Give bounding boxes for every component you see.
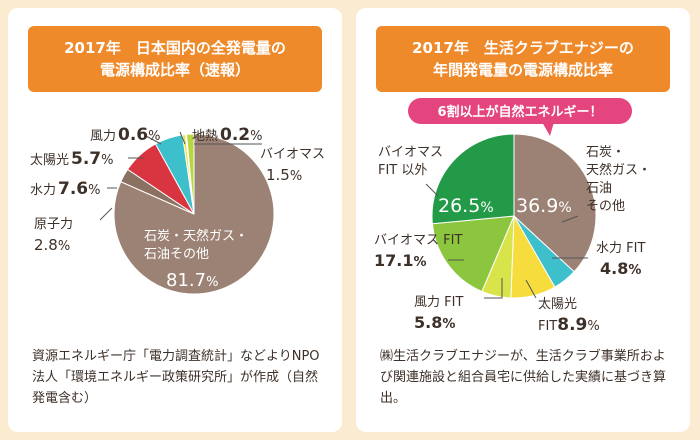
right-fossil-label-2: 天然ガス・ xyxy=(586,162,651,178)
left-panel: 2017年 日本国内の全発電量の 電源構成比率（速報） 石炭・天然ガス・ 石油そ… xyxy=(8,8,342,432)
right-callout: 6割以上が自然エネルギー！ xyxy=(408,98,632,136)
leader-geo xyxy=(179,131,186,145)
right-bio-other-pct: % xyxy=(480,200,493,216)
left-bio-value: 1.5% xyxy=(266,166,302,184)
right-hydro-name: 水力 FIT xyxy=(596,241,645,256)
left-fossil-label-2: 石油その他 xyxy=(144,247,209,262)
left-fossil-value: 81.7% xyxy=(166,270,218,291)
right-fossil-pct: % xyxy=(558,200,571,216)
right-bio-pct: % xyxy=(413,255,426,270)
left-wind-value: 0.6 xyxy=(118,125,148,145)
right-bio-other-label-1: バイオマス xyxy=(378,145,443,160)
left-bio-pct: % xyxy=(290,169,302,184)
right-bio-other-inner: 26.5% xyxy=(438,195,494,217)
left-pie-slices xyxy=(113,133,275,295)
right-bio-num: 17.1 xyxy=(374,251,413,270)
left-leader-lines xyxy=(99,131,262,221)
left-wind-label: 風力 0.6% xyxy=(90,125,161,145)
right-fossil-label-3: 石油 xyxy=(586,181,612,196)
right-slice-5 xyxy=(431,133,515,225)
right-fossil-label-4: その他 xyxy=(586,199,625,214)
left-nuclear-pct: % xyxy=(58,239,70,254)
right-solar-value: FIT8.9% xyxy=(538,315,600,335)
left-wind-name: 風力 xyxy=(90,129,116,144)
left-fossil-num: 81.7 xyxy=(166,270,206,291)
right-bio-value: 17.1% xyxy=(374,251,427,270)
left-geo-pct: % xyxy=(250,129,262,144)
left-slice-6 xyxy=(185,133,195,215)
left-solar-value: 5.7 xyxy=(71,149,101,169)
right-solar-name: 太陽光 xyxy=(538,297,577,312)
left-geo-label: 地熱 0.2% xyxy=(192,125,263,145)
right-fossil-label-1: 石炭・ xyxy=(586,145,625,160)
right-title-line2: 年間発電量の電源構成比率 xyxy=(432,61,613,79)
right-title-line1: 2017年 生活クラブエナジーの xyxy=(412,39,634,57)
callout-text: 6割以上が自然エネルギー！ xyxy=(437,104,602,120)
right-slice-4 xyxy=(431,215,515,293)
leader-wind xyxy=(145,135,162,145)
callout-tail xyxy=(542,122,554,136)
left-title-line1: 2017年 日本国内の全発電量の xyxy=(64,39,286,57)
left-solar-pct: % xyxy=(101,153,113,168)
leader-r-bio-other xyxy=(425,183,439,197)
left-hydro-name: 水力 xyxy=(30,183,56,198)
right-bio-other-label-2: FIT 以外 xyxy=(378,163,427,178)
left-title-line2: 電源構成比率（速報） xyxy=(99,61,250,79)
right-pie-chart: 6割以上が自然エネルギー！ 26.5% 36.9% 石炭・ 天然ガス・ 石油 そ… xyxy=(374,98,651,335)
left-hydro-value: 7.6 xyxy=(58,179,88,199)
right-wind-name: 風力 FIT xyxy=(414,295,463,310)
right-title-banner: 2017年 生活クラブエナジーの 年間発電量の電源構成比率 xyxy=(376,26,670,92)
leader-r-wind xyxy=(484,278,503,299)
left-fossil-pct: % xyxy=(206,275,218,290)
right-slice-0 xyxy=(513,133,597,273)
left-geo-name: 地熱 xyxy=(192,129,218,144)
left-bio-num: 1.5 xyxy=(266,166,290,184)
left-wind-pct: % xyxy=(148,129,160,144)
left-solar-label: 太陽光 5.7% xyxy=(30,149,114,169)
right-wind-num: 5.8 xyxy=(414,313,442,332)
right-hydro-num: 4.8 xyxy=(600,259,628,278)
left-hydro-pct: % xyxy=(88,183,100,198)
leader-nuclear xyxy=(99,207,113,221)
left-pie-chart: 石炭・天然ガス・ 石油その他 81.7% 風力 0.6% 地熱 0.2% 太陽光 5.… xyxy=(30,125,325,295)
right-fossil-num: 36.9 xyxy=(516,195,558,217)
right-solar-fit: FIT xyxy=(538,319,557,334)
left-geo-value: 0.2 xyxy=(220,125,250,145)
left-nuclear-num: 2.8 xyxy=(34,236,58,254)
left-fossil-label-1: 石炭・天然ガス・ xyxy=(144,228,248,244)
left-source-note: 資源エネルギー庁「電力調査統計」などよりNPO法人「環境エネルギー政策研究所」が… xyxy=(32,349,320,406)
right-hydro-value: 4.8% xyxy=(600,259,641,278)
left-title-banner: 2017年 日本国内の全発電量の 電源構成比率（速報） xyxy=(28,26,322,92)
callout-bubble xyxy=(408,98,632,124)
leader-r-fossil xyxy=(561,215,579,223)
left-bio-name: バイオマス xyxy=(260,147,325,162)
left-solar-name: 太陽光 xyxy=(30,153,69,168)
right-solar-num: 8.9 xyxy=(557,315,587,335)
left-nuclear-name: 原子力 xyxy=(34,217,73,232)
right-bio-other-num: 26.5 xyxy=(438,195,480,217)
right-fossil-inner: 36.9% xyxy=(516,195,572,217)
right-bio-name: バイオマス FIT xyxy=(374,233,462,248)
leader-r-solar xyxy=(525,279,537,299)
right-solar-pct: % xyxy=(587,319,599,334)
right-leader-lines xyxy=(425,183,588,299)
left-nuclear-value: 2.8% xyxy=(34,236,70,254)
right-panel: 2017年 生活クラブエナジーの 年間発電量の電源構成比率 6割以上が自然エネル… xyxy=(356,8,690,432)
right-source-note: ㈱生活クラブエナジーが、生活クラブ事業所および関連施設と組合員宅に供給した実績に… xyxy=(380,349,667,406)
left-hydro-label: 水力 7.6% xyxy=(30,179,101,199)
right-wind-value: 5.8% xyxy=(414,313,455,332)
right-pie-slices xyxy=(431,133,597,299)
right-wind-pct: % xyxy=(442,317,455,332)
right-hydro-pct: % xyxy=(628,263,641,278)
